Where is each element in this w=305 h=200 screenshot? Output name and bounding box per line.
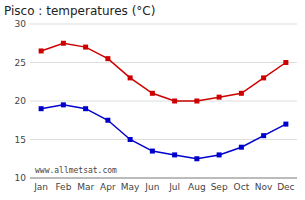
marker [217, 152, 222, 157]
marker [150, 91, 155, 96]
marker [128, 75, 133, 80]
grid [30, 24, 297, 178]
marker [283, 122, 288, 127]
marker [217, 95, 222, 100]
grid-line [30, 178, 297, 179]
x-tick-label: Jan [33, 182, 48, 192]
x-tick-label: Dec [277, 182, 294, 192]
marker [39, 106, 44, 111]
marker [172, 152, 177, 157]
y-tick-label: 20 [15, 96, 27, 106]
y-tick-label: 25 [15, 58, 26, 68]
marker [194, 99, 199, 104]
annotation: www.allmetsat.com [35, 166, 117, 175]
x-tick-label: Oct [234, 182, 250, 192]
marker [128, 137, 133, 142]
marker [194, 156, 199, 161]
series-line [41, 43, 286, 101]
y-tick-label: 15 [15, 135, 26, 145]
y-tick-label: 30 [15, 19, 27, 29]
marker [150, 149, 155, 154]
marker [261, 75, 266, 80]
x-tick-label: Jun [144, 182, 159, 192]
marker [239, 91, 244, 96]
x-tick-label: Feb [55, 182, 71, 192]
x-tick-label: Mar [77, 182, 94, 192]
x-tick-label: Aug [188, 182, 206, 192]
marker [39, 48, 44, 53]
title: Pisco : temperatures (°C) [4, 4, 155, 18]
marker [105, 118, 110, 123]
series-line [41, 105, 286, 159]
x-tick-label: Apr [100, 182, 116, 192]
chart: Pisco : temperatures (°C) 10 15 20 25 30 Jan Fe… [0, 0, 305, 200]
marker [83, 106, 88, 111]
x-tick-label: May [121, 182, 140, 192]
grid-line [30, 101, 297, 102]
x-axis-line [30, 178, 297, 179]
x-tick-label: Nov [255, 182, 273, 192]
marker [61, 41, 66, 46]
marker [105, 56, 110, 61]
marker [172, 99, 177, 104]
x-tick-label: Sep [211, 182, 228, 192]
marker [83, 45, 88, 50]
marker [261, 133, 266, 138]
chart-container: Pisco : temperatures (°C) 10 15 20 25 30 Jan Fe… [0, 0, 305, 200]
grid-line [30, 24, 297, 25]
y-tick-label: 10 [15, 173, 27, 183]
grid-line [30, 62, 297, 63]
marker [239, 145, 244, 150]
marker [283, 60, 288, 65]
x-tick-label: Jul [168, 182, 180, 192]
marker [61, 102, 66, 107]
plot-area [39, 41, 289, 162]
